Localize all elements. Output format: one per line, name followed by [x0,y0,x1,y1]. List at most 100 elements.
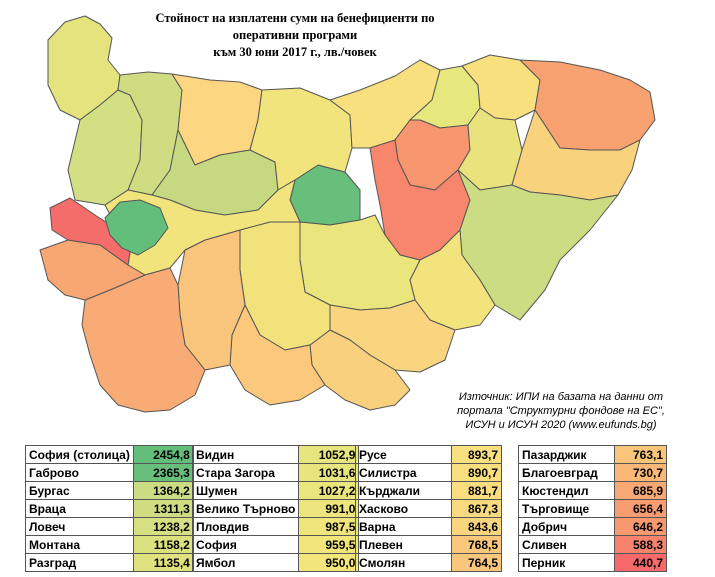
region-name: Хасково [355,499,452,518]
region-name: Ямбол [191,553,300,572]
table-row: Хасково 867,3 [355,499,502,518]
region-name: Смолян [355,553,452,572]
table-row: Велико Търново 991,0 [191,499,360,518]
region-value: 685,9 [614,481,667,500]
table-row: Търговище 656,4 [518,499,667,518]
region-value: 1027,2 [298,481,360,500]
table-row: Пловдив 987,5 [191,517,360,536]
table-row: София (столица) 2454,8 [25,445,194,464]
table-row: Русе 893,7 [355,445,502,464]
region-name: Плевен [355,535,452,554]
region-name: Разград [25,553,134,572]
values-table-4: Пазарджик 763,1 Благоевград 730,7 Кюстенди… [518,445,667,572]
table-row: Враца 1311,3 [25,499,194,518]
table-row: Бургас 1364,2 [25,481,194,500]
bulgaria-choropleth-map [39,15,656,413]
table-row: Шумен 1027,2 [191,481,360,500]
table-row: Стара Загора 1031,6 [191,463,360,482]
region-name: Враца [25,499,134,518]
region-name: Шумен [191,481,300,500]
region-value: 1364,2 [132,481,194,500]
map-title: Стойност на изплатени суми на бенефициен… [130,10,460,61]
table-row: Варна 843,6 [355,517,502,536]
table-row: София 959,5 [191,535,360,554]
region-name: Пазарджик [518,445,615,464]
title-line-1: Стойност на изплатени суми на бенефициен… [155,11,435,25]
values-table-3: Русе 893,7 Силистра 890,7 Кърджали 881,7 Ха… [355,445,502,572]
region-name: Габрово [25,463,134,482]
region-value: 867,3 [451,499,502,518]
region-name: Стара Загора [191,463,300,482]
region-value: 763,1 [614,445,667,464]
table-row: Сливен 588,3 [518,535,667,554]
source-note: Източник: ИПИ на базата на данни от порт… [430,390,692,432]
table-row: Разград 1135,4 [25,553,194,572]
table-row: Плевен 768,5 [355,535,502,554]
source-line-3: ИСУН и ИСУН 2020 (www.eufunds.bg) [465,419,657,431]
region-value: 893,7 [451,445,502,464]
table-row: Добрич 646,2 [518,517,667,536]
region-name: Перник [518,553,615,572]
table-row: Монтана 1158,2 [25,535,194,554]
region-name: Ловеч [25,517,134,536]
region-pernik [49,197,133,266]
table-row: Силистра 890,7 [355,463,502,482]
region-value: 843,6 [451,517,502,536]
table-row: Ямбол 950,0 [191,553,360,572]
region-value: 588,3 [614,535,667,554]
region-value: 987,5 [298,517,360,536]
region-name: Силистра [355,463,452,482]
region-name: Кюстендил [518,481,615,500]
region-value: 890,7 [451,463,502,482]
region-value: 959,5 [298,535,360,554]
region-name: Варна [355,517,452,536]
region-name: София [191,535,300,554]
region-name: Пловдив [191,517,300,536]
region-name: Русе [355,445,452,464]
region-name: Бургас [25,481,134,500]
region-value: 764,5 [451,553,502,572]
region-value: 991,0 [298,499,360,518]
region-value: 1158,2 [132,535,194,554]
table-row: Кюстендил 685,9 [518,481,667,500]
region-value: 656,4 [614,499,667,518]
region-name: Търговище [518,499,615,518]
region-name: София (столица) [25,445,134,464]
table-row: Смолян 764,5 [355,553,502,572]
region-name: Велико Търново [191,499,300,518]
region-value: 1031,6 [298,463,360,482]
region-value: 768,5 [451,535,502,554]
region-name: Сливен [518,535,615,554]
region-value: 950,0 [298,553,360,572]
region-sofia-capital [104,199,169,256]
region-value: 2454,8 [132,445,194,464]
region-silistra [461,54,541,121]
table-row: Видин 1052,9 [191,445,360,464]
region-name: Монтана [25,535,134,554]
region-value: 646,2 [614,517,667,536]
region-value: 2365,3 [132,463,194,482]
region-name: Благоевград [518,463,615,482]
region-name: Видин [191,445,300,464]
region-value: 1052,9 [298,445,360,464]
table-row: Благоевград 730,7 [518,463,667,482]
values-table-2: Видин 1052,9 Стара Загора 1031,6 Шумен 1027… [191,445,360,572]
region-name: Кърджали [355,481,452,500]
title-line-3: към 30 юни 2017 г., лв./човек [213,45,377,59]
table-row: Пазарджик 763,1 [518,445,667,464]
region-name: Добрич [518,517,615,536]
table-row: Ловеч 1238,2 [25,517,194,536]
table-row: Перник 440,7 [518,553,667,572]
values-table-1: София (столица) 2454,8 Габрово 2365,3 Бург… [25,445,194,572]
region-value: 730,7 [614,463,667,482]
region-blagoevgrad [81,267,206,413]
region-value: 1135,4 [132,553,194,572]
region-value: 881,7 [451,481,502,500]
region-value: 440,7 [614,553,667,572]
table-row: Габрово 2365,3 [25,463,194,482]
title-line-2: оперативни програми [232,28,358,42]
table-row: Кърджали 881,7 [355,481,502,500]
region-value: 1238,2 [132,517,194,536]
source-line-1: Източник: ИПИ на базата на данни от [458,391,664,403]
region-value: 1311,3 [132,499,194,518]
